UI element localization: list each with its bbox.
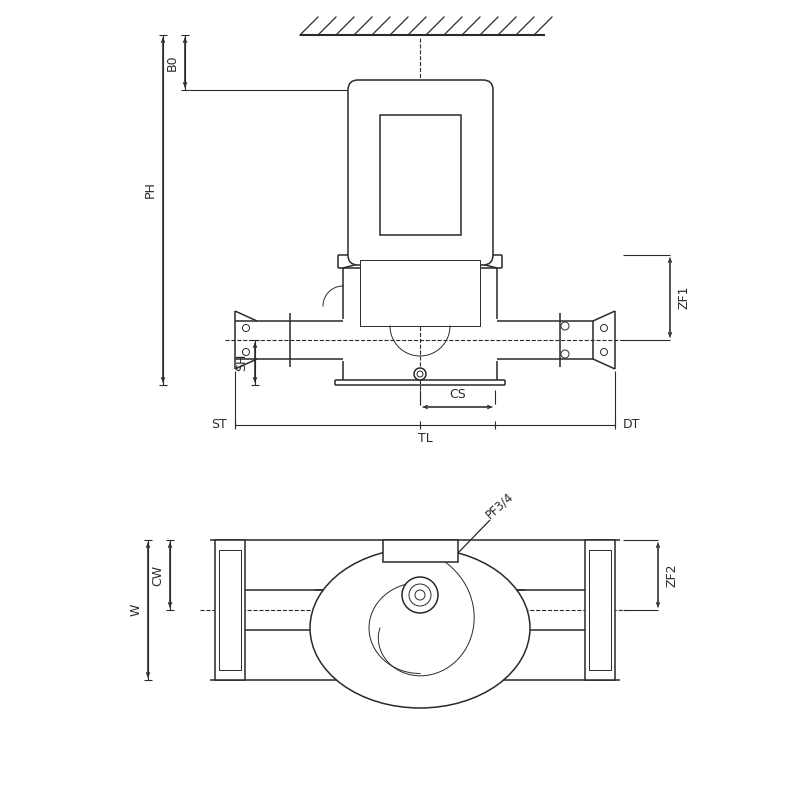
Circle shape: [601, 325, 607, 331]
Text: B0: B0: [166, 54, 178, 71]
Circle shape: [242, 349, 250, 355]
Circle shape: [402, 577, 438, 613]
Circle shape: [601, 349, 607, 355]
Text: PH: PH: [143, 182, 157, 198]
Bar: [219, 550, 241, 670]
Circle shape: [561, 322, 569, 330]
Bar: [383, 540, 458, 562]
Circle shape: [561, 350, 569, 358]
Text: W: W: [130, 604, 142, 616]
Text: SH: SH: [235, 354, 249, 371]
Circle shape: [417, 371, 423, 377]
Bar: [215, 540, 245, 680]
Text: CW: CW: [151, 565, 165, 586]
Bar: [380, 115, 461, 235]
Circle shape: [242, 325, 250, 331]
Text: PF3/4: PF3/4: [483, 490, 517, 521]
Circle shape: [409, 584, 431, 606]
Text: CS: CS: [449, 387, 466, 401]
Text: ZF2: ZF2: [666, 563, 678, 586]
Circle shape: [414, 368, 426, 380]
Text: ZF1: ZF1: [678, 286, 690, 310]
Ellipse shape: [310, 548, 530, 708]
Bar: [585, 540, 615, 680]
Text: ST: ST: [211, 418, 227, 431]
Text: TL: TL: [418, 431, 432, 445]
Bar: [589, 550, 611, 670]
Circle shape: [415, 590, 425, 600]
Text: DT: DT: [623, 418, 640, 431]
Bar: [360, 260, 480, 326]
FancyBboxPatch shape: [348, 80, 493, 265]
